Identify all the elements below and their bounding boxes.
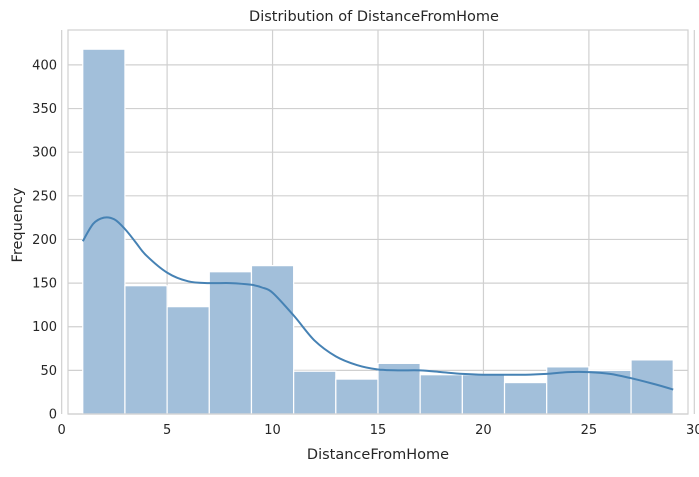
y-tick-label: 200 <box>32 233 57 248</box>
histogram-bar <box>461 374 506 415</box>
kde-line <box>81 216 674 391</box>
histogram-bar <box>166 306 210 415</box>
y-tick-label: 100 <box>32 320 57 335</box>
histogram-bar <box>335 378 379 415</box>
x-tick-label: 15 <box>370 423 387 438</box>
y-tick-label: 350 <box>32 102 57 117</box>
x-axis-title: DistanceFromHome <box>307 447 449 463</box>
histogram-bar <box>250 265 295 415</box>
x-tick-label: 10 <box>264 423 281 438</box>
x-tick-label: 25 <box>581 423 598 438</box>
histogram-bar <box>208 271 253 415</box>
histogram-bar <box>293 370 337 415</box>
y-tick-label: 150 <box>32 277 57 292</box>
chart-title: Distribution of DistanceFromHome <box>249 9 499 25</box>
y-tick-label: 300 <box>32 146 57 161</box>
y-tick-label: 400 <box>32 58 57 73</box>
histogram-bar <box>124 285 168 415</box>
x-tick-label: 0 <box>58 423 66 438</box>
y-tick-label: 50 <box>40 364 57 379</box>
y-tick-label: 250 <box>32 189 57 204</box>
histogram-bar <box>503 381 548 415</box>
x-tick-label: 20 <box>475 423 492 438</box>
y-axis-title: Frequency <box>10 187 26 262</box>
x-tick-label: 5 <box>163 423 171 438</box>
plot-frame <box>67 29 689 415</box>
y-tick-label: 0 <box>49 408 57 423</box>
histogram-bar <box>419 374 463 415</box>
x-tick-label: 30 <box>686 423 699 438</box>
